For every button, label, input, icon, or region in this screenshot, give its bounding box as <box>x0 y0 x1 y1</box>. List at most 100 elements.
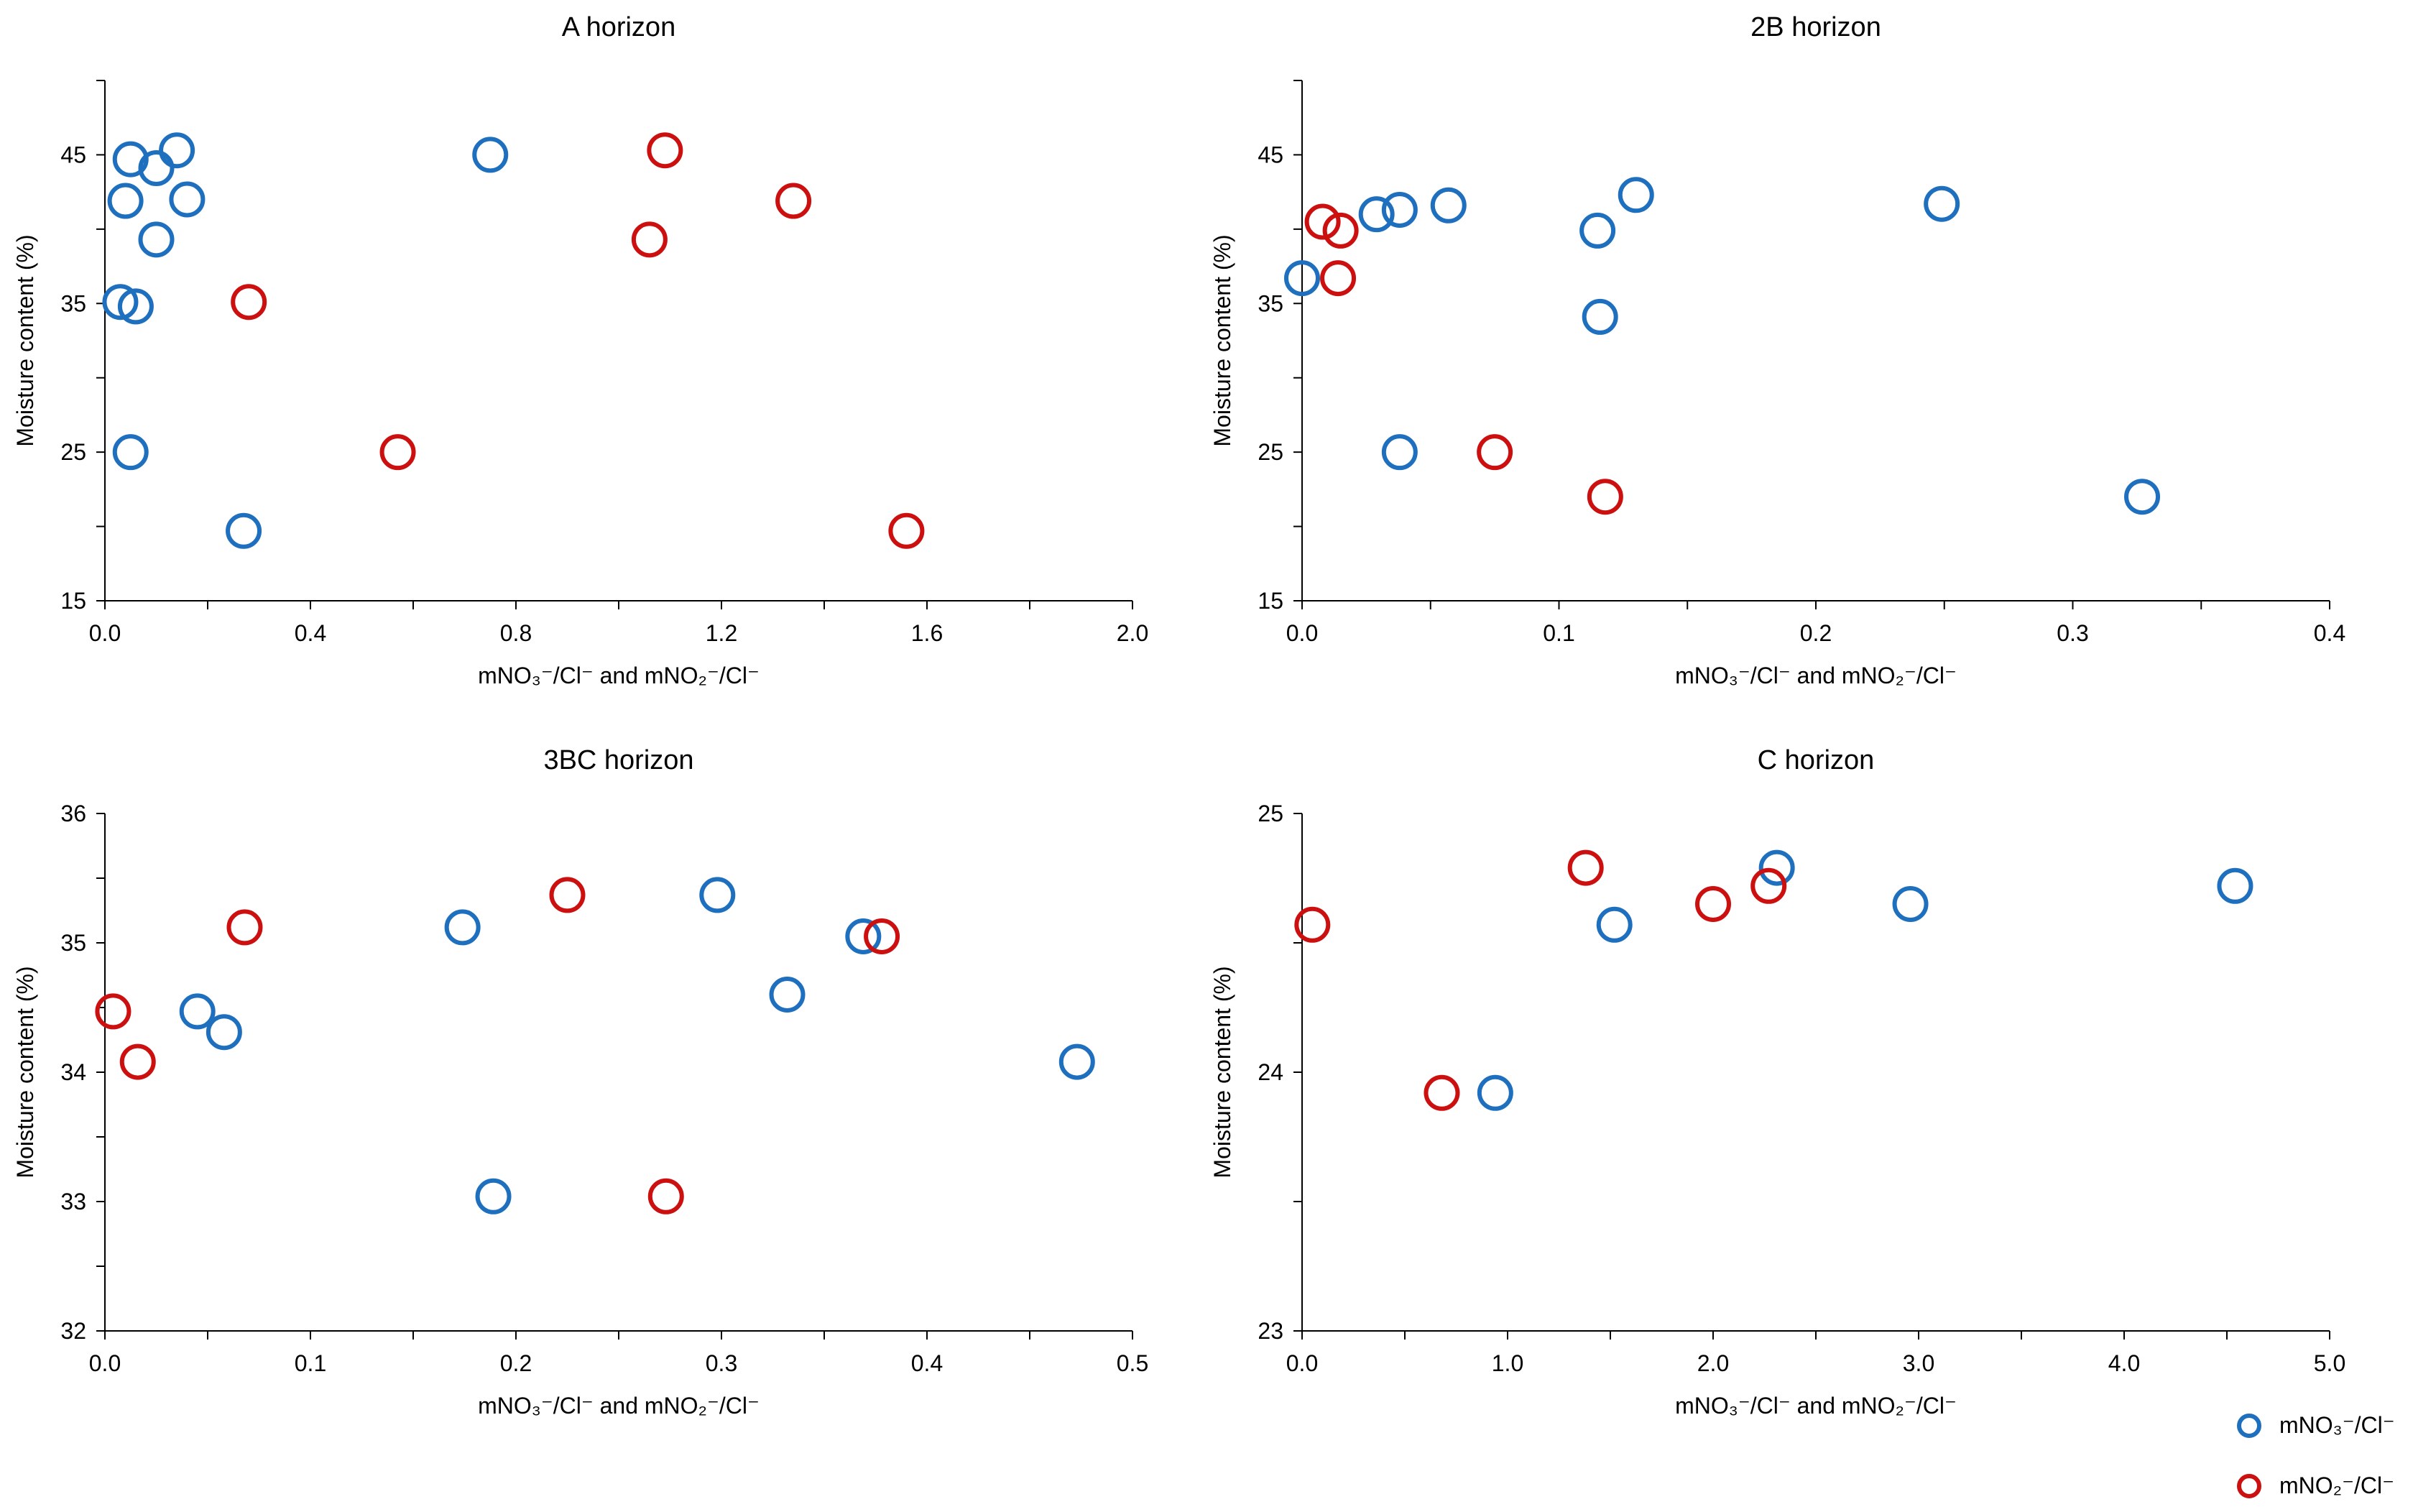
panel-2: 2B horizon 15 25 35 45 0.0 0.1 0.2 0.3 0.4 mNO₃⁻/C… <box>1209 12 2345 688</box>
x-tick-label: 0.5 <box>1117 1350 1148 1376</box>
nitrite-point <box>1304 203 1341 240</box>
y-tick-label: 25 <box>1258 439 1283 465</box>
nitrite-point <box>775 183 812 219</box>
x-tick-label: 5.0 <box>2314 1350 2345 1376</box>
panel-title: C horizon <box>1758 745 1875 775</box>
x-tick-label: 0.0 <box>89 1350 121 1376</box>
nitrate-point <box>138 150 175 187</box>
nitrate-point <box>112 141 149 178</box>
x-tick-label: 0.1 <box>1543 620 1574 646</box>
nitrate-point <box>226 512 262 549</box>
x-tick-label: 0.1 <box>295 1350 326 1376</box>
y-axis-title: Moisture content (%) <box>1209 234 1235 446</box>
y-axis-title: Moisture content (%) <box>1209 966 1235 1178</box>
nitrite-point <box>549 877 586 913</box>
x-axis-title: mNO₃⁻/Cl⁻ and mNO₂⁻/Cl⁻ <box>478 1393 760 1419</box>
panel-3: 3BC horizon 32 33 34 35 36 0.0 0.1 0.2 0.3 0.4 0.5 m… <box>12 745 1148 1419</box>
nitrate-point <box>1618 177 1654 213</box>
nitrate-point <box>1892 886 1929 922</box>
x-axis-title: mNO₃⁻/Cl⁻ and mNO₂⁻/Cl⁻ <box>1675 1393 1957 1419</box>
nitrite-point <box>1587 479 1623 515</box>
nitrate-point <box>112 434 149 471</box>
y-tick-label: 45 <box>60 142 86 167</box>
nitrate-point <box>845 918 882 954</box>
legend-nitrate-marker <box>2237 1414 2261 1438</box>
x-tick-label: 4.0 <box>2108 1350 2140 1376</box>
nitrate-point <box>1582 298 1618 335</box>
x-tick-label: 0.4 <box>911 1350 943 1376</box>
nitrate-point <box>475 1178 512 1214</box>
nitrate-point <box>472 137 509 173</box>
nitrate-point <box>1430 187 1467 223</box>
x-tick-label: 0.0 <box>1286 620 1318 646</box>
nitrite-point <box>888 512 925 549</box>
y-tick-label: 24 <box>1258 1059 1283 1085</box>
y-tick-label: 35 <box>60 290 86 316</box>
y-tick-label: 23 <box>1258 1318 1283 1344</box>
nitrate-point <box>117 288 154 325</box>
nitrate-point <box>1579 212 1616 249</box>
legend-nitrite-marker <box>2237 1474 2261 1498</box>
panel-4: C horizon 23 24 25 0.0 1.0 2.0 3.0 4.0 5.0 mNO₃⁻/C… <box>1209 745 2345 1419</box>
nitrite-point <box>1424 1074 1460 1111</box>
x-tick-label: 1.2 <box>706 620 737 646</box>
panel-1: A horizon 15 25 35 45 0.0 0.4 0.8 1.2 1.6 2.0 mNO₃⁻… <box>12 12 1148 688</box>
nitrate-point <box>444 909 481 946</box>
y-tick-label: 35 <box>60 930 86 956</box>
nitrate-point <box>107 183 144 219</box>
nitrite-point <box>864 918 900 954</box>
legend-label: mNO₃⁻/Cl⁻ <box>2279 1412 2395 1438</box>
x-axis-title: mNO₃⁻/Cl⁻ and mNO₂⁻/Cl⁻ <box>478 663 760 688</box>
nitrite-point <box>647 132 683 169</box>
y-axis-title: Moisture content (%) <box>12 234 38 446</box>
nitrate-point <box>179 993 216 1030</box>
nitrite-point <box>1750 867 1787 904</box>
x-tick-label: 0.4 <box>2314 620 2345 646</box>
nitrate-point <box>1477 1074 1513 1111</box>
x-tick-label: 0.3 <box>706 1350 737 1376</box>
nitrite-point <box>379 434 416 471</box>
nitrate-point <box>206 1014 242 1051</box>
x-tick-label: 0.2 <box>500 1350 532 1376</box>
nitrite-point <box>1322 212 1359 249</box>
x-axis-title: mNO₃⁻/Cl⁻ and mNO₂⁻/Cl⁻ <box>1675 663 1957 688</box>
nitrate-point <box>169 181 206 218</box>
panel-title: 2B horizon <box>1750 12 1881 42</box>
nitrate-point <box>1758 849 1795 886</box>
nitrite-point <box>647 1178 684 1214</box>
nitrate-point <box>1924 185 1960 222</box>
y-tick-label: 35 <box>1258 290 1283 316</box>
nitrate-point <box>2124 479 2161 515</box>
nitrate-point <box>102 284 139 321</box>
x-tick-label: 2.0 <box>1697 1350 1729 1376</box>
nitrite-point <box>631 221 668 258</box>
nitrate-point <box>1596 906 1633 943</box>
nitrate-point <box>159 132 195 169</box>
nitrate-point <box>1358 196 1395 233</box>
nitrate-point <box>1381 191 1418 228</box>
y-tick-label: 25 <box>60 439 86 465</box>
legend: mNO₃⁻/Cl⁻ mNO₂⁻/Cl⁻ <box>2237 1412 2395 1498</box>
y-tick-label: 36 <box>60 801 86 826</box>
y-tick-label: 25 <box>1258 801 1283 826</box>
nitrite-point <box>226 909 263 946</box>
x-tick-label: 1.0 <box>1492 1350 1523 1376</box>
x-tick-label: 0.0 <box>89 620 121 646</box>
x-tick-label: 0.0 <box>1286 1350 1318 1376</box>
panel-title: A horizon <box>562 12 675 42</box>
nitrite-point <box>231 284 267 321</box>
y-tick-label: 33 <box>60 1189 86 1214</box>
nitrate-point <box>1381 434 1418 471</box>
nitrate-point <box>769 977 806 1013</box>
x-tick-label: 0.4 <box>295 620 326 646</box>
y-tick-label: 32 <box>60 1318 86 1344</box>
x-tick-label: 2.0 <box>1117 620 1148 646</box>
legend-label: mNO₂⁻/Cl⁻ <box>2279 1472 2394 1498</box>
x-tick-label: 1.6 <box>911 620 943 646</box>
nitrite-point <box>1477 434 1513 471</box>
y-tick-label: 15 <box>60 588 86 614</box>
nitrite-point <box>1567 849 1604 886</box>
y-tick-label: 34 <box>60 1059 86 1085</box>
nitrite-point <box>1294 906 1331 943</box>
x-tick-label: 0.8 <box>500 620 532 646</box>
